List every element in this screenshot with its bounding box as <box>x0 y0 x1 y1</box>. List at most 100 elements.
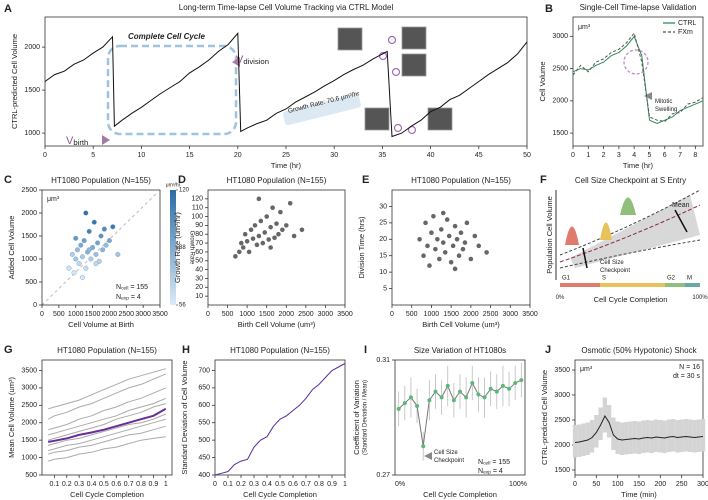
y-tick-label: 1000 <box>24 130 40 137</box>
annotation-sub: birth <box>73 138 88 147</box>
y-tick-label: 1500 <box>21 233 37 240</box>
point <box>69 251 75 257</box>
chart-title: Cell Size Checkpoint at S Entry <box>575 176 686 185</box>
point <box>272 235 277 241</box>
series-line <box>214 363 346 476</box>
marker <box>415 404 420 408</box>
x-tick-label: 0.7 <box>124 481 134 488</box>
annotation-text: Cell Size <box>434 450 458 456</box>
x-axis-label: Time (hr) <box>271 161 302 170</box>
y-tick-label: 2500 <box>21 402 37 409</box>
annotation: Vdivision <box>236 54 269 66</box>
x-tick-label: 0 <box>40 311 44 318</box>
annotation: Ncell = 155 <box>478 459 510 467</box>
phase-bar <box>600 283 665 287</box>
growth-rate-bg <box>283 93 361 126</box>
x-tick-label: 3000 <box>318 311 334 318</box>
marker <box>482 395 487 400</box>
annotation-text: Mitotic <box>655 99 672 105</box>
y-axis-label: Growth Rate (um³/hr) <box>173 212 182 283</box>
point <box>264 214 270 219</box>
peak-g2 <box>620 197 636 215</box>
annotation-text: 100% <box>509 481 527 488</box>
series-line <box>48 436 166 462</box>
x-axis-label: Cell Cycle Completion <box>243 490 317 499</box>
annotation: Nexp = 4 <box>116 294 141 302</box>
x-tick-label: 50 <box>592 481 600 488</box>
point <box>110 224 116 230</box>
cycle-box <box>106 44 238 136</box>
y-tick-label: 10 <box>195 293 203 300</box>
checkpoint-bar <box>582 247 588 269</box>
annotation-text: N = 16 <box>679 364 700 371</box>
x-tick-label: 0.9 <box>149 481 159 488</box>
point <box>262 230 268 235</box>
annotation-sub: cell <box>483 461 490 467</box>
x-tick-label: 5 <box>91 152 95 159</box>
x-tick-label: 150 <box>633 481 645 488</box>
marker <box>494 389 499 394</box>
x-axis-label: Birth Cell Volume (um³) <box>238 320 316 329</box>
point <box>427 263 432 268</box>
x-tick-label: 0.4 <box>87 481 97 488</box>
x-tick-label: 2 <box>602 152 606 159</box>
point <box>299 227 305 233</box>
x-tick-label: 7 <box>678 152 682 159</box>
annotation-text: 0% <box>395 481 405 488</box>
y-tick-label: 0 <box>33 302 37 309</box>
point <box>429 230 434 236</box>
x-tick-label: 0.8 <box>136 481 146 488</box>
y-tick-label: 110 <box>192 205 203 212</box>
series-line <box>48 368 166 410</box>
x-tick-label: 10 <box>138 152 146 159</box>
thumbnail <box>337 27 363 51</box>
point <box>240 245 246 250</box>
legend-label: FXm <box>678 29 693 36</box>
point <box>237 249 242 255</box>
point <box>460 246 466 252</box>
y-tick-label: 120 <box>191 196 203 203</box>
point <box>287 200 293 206</box>
y-tick-label: 3000 <box>554 392 570 399</box>
lower-line <box>559 239 701 269</box>
y-tick-label: 40 <box>195 266 203 273</box>
x-tick-label: 2000 <box>102 311 118 318</box>
annotation: μm³ <box>578 24 591 31</box>
series-line <box>48 418 166 452</box>
marker <box>427 398 432 403</box>
annotation-sub: exp <box>121 297 129 302</box>
x-tick-label: 100 <box>612 481 624 488</box>
y-tick-label: 550 <box>198 420 210 427</box>
x-tick-label: 0.6 <box>288 481 298 488</box>
point <box>256 196 262 202</box>
x-tick-label: 3000 <box>135 311 151 318</box>
highlight-circle <box>393 123 403 133</box>
point <box>254 242 260 248</box>
x-tick-label: 3500 <box>152 311 168 318</box>
annotation: Ncell = 155 <box>116 284 148 292</box>
annotation-text: μm³ <box>578 24 591 31</box>
panel-label: G <box>4 344 13 356</box>
series-line <box>44 31 528 138</box>
y-tick-label: 2000 <box>552 98 568 105</box>
annotation-text: Cell Size <box>600 260 624 266</box>
y-axis-label: CTRL-predicted Cell Volume <box>540 370 549 465</box>
point <box>268 245 273 250</box>
point <box>438 227 444 232</box>
y-tick-label: 500 <box>25 279 37 286</box>
point <box>76 261 82 267</box>
x-tick-label: 45 <box>475 152 483 159</box>
annotation: N = 16 <box>679 364 700 371</box>
point <box>452 266 458 272</box>
y-tick-label: 450 <box>198 454 210 461</box>
colorbar-tick-label: 120 <box>179 188 190 194</box>
phase-bar <box>685 283 700 287</box>
point <box>91 219 97 225</box>
y-tick-label: 30 <box>379 203 387 210</box>
panel-label: A <box>4 3 12 15</box>
thumbnail <box>401 26 427 50</box>
chart-title: Osmotic (50% Hypotonic) Shock <box>581 346 697 355</box>
point <box>283 223 289 228</box>
marker <box>408 395 413 400</box>
